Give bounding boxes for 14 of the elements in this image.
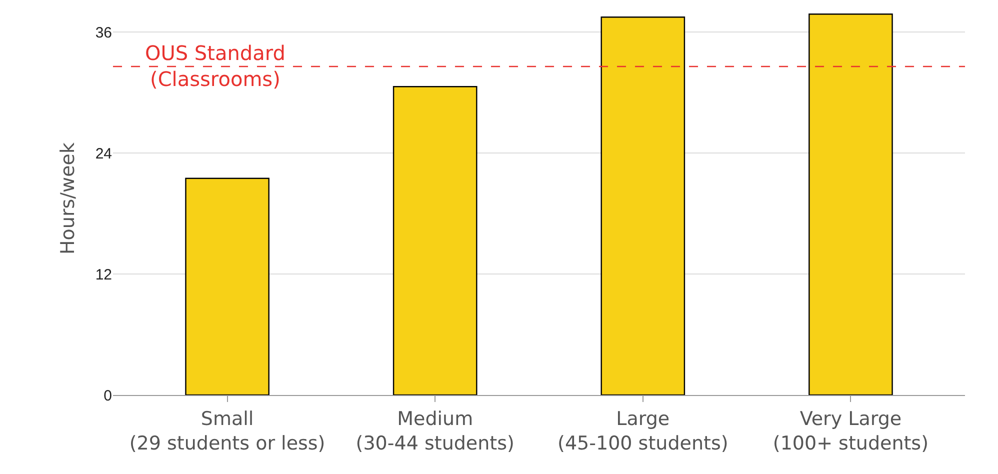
bar bbox=[600, 16, 686, 395]
y-tick-label: 12 bbox=[95, 266, 112, 284]
bar bbox=[185, 178, 270, 395]
x-tick-label: Medium (30-44 students) bbox=[356, 408, 514, 454]
bar bbox=[392, 86, 478, 395]
y-tick-label: 24 bbox=[95, 145, 112, 162]
x-tick-label: Very Large (100+ students) bbox=[772, 408, 929, 454]
y-axis-title: Hours/week bbox=[57, 142, 80, 254]
ref-line-label: OUS Standard (Classrooms) bbox=[145, 41, 286, 91]
x-tick-label: Small (29 students or less) bbox=[129, 408, 326, 454]
x-tick-label: Large (45-100 students) bbox=[558, 408, 728, 454]
y-tick-label: 0 bbox=[104, 387, 112, 404]
bar bbox=[808, 13, 893, 395]
y-tick-label: 36 bbox=[95, 24, 112, 42]
